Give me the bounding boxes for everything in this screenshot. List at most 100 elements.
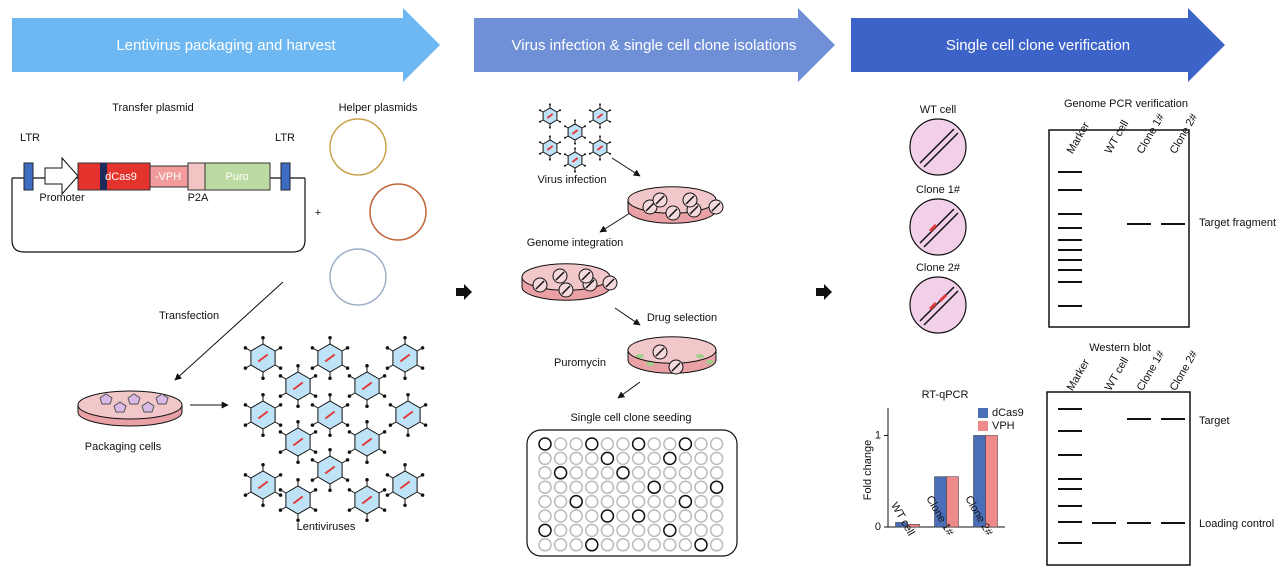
spike-tip <box>243 366 248 370</box>
well <box>647 494 661 509</box>
dna <box>668 208 678 218</box>
well <box>709 437 724 451</box>
step-label: Lentivirus packaging and harvest <box>116 37 336 54</box>
spike-tip <box>420 366 425 370</box>
well <box>694 494 708 509</box>
spike-tip <box>599 135 601 138</box>
spike-tip <box>243 346 248 350</box>
packaging-cell <box>127 393 141 405</box>
well <box>569 538 583 552</box>
well <box>694 480 708 494</box>
spike-tip <box>382 450 387 454</box>
rna <box>361 381 373 391</box>
spike-tip <box>574 170 576 173</box>
lane-label: Marker <box>1065 357 1093 393</box>
label: Western blot <box>1089 342 1151 354</box>
spike-tip <box>328 447 332 452</box>
spike-tip <box>549 158 551 161</box>
well <box>553 494 568 509</box>
well <box>585 538 599 552</box>
spike-tip <box>278 346 283 350</box>
spike-tip <box>584 164 587 167</box>
spike-tip <box>278 423 283 427</box>
well <box>647 466 661 480</box>
dna <box>581 271 591 281</box>
well <box>616 494 630 509</box>
spike-tip <box>403 376 407 381</box>
spike-tip <box>584 125 587 128</box>
well <box>569 437 583 451</box>
spike-tip <box>574 142 576 145</box>
flow-arrow <box>816 284 832 300</box>
well <box>600 538 615 552</box>
dna <box>711 202 721 212</box>
well <box>538 437 552 451</box>
spike-tip <box>403 503 407 508</box>
well <box>616 466 630 480</box>
bar <box>985 435 998 528</box>
spike-tip <box>310 403 315 407</box>
dna <box>555 271 565 281</box>
spike-tip <box>609 152 612 155</box>
spike-tip <box>347 488 352 492</box>
rna <box>361 437 373 447</box>
label: dCas9 <box>105 171 137 183</box>
spike-tip <box>296 419 300 424</box>
well <box>631 523 646 538</box>
spike-tip <box>296 363 300 368</box>
flow-arrow <box>456 284 472 300</box>
well <box>616 451 630 466</box>
well <box>538 538 552 552</box>
well <box>585 437 599 451</box>
spike-tip <box>345 423 350 427</box>
well <box>538 523 552 538</box>
spike-tip <box>538 109 541 112</box>
spike-tip <box>559 109 562 112</box>
dna <box>655 347 665 357</box>
label: Genome PCR verification <box>1064 98 1188 110</box>
spike-tip <box>549 135 551 138</box>
dcas9-box <box>77 162 151 191</box>
rna <box>324 465 336 475</box>
spike-tip <box>278 473 283 477</box>
spike-tip <box>406 392 410 397</box>
helper-plasmid <box>329 118 387 176</box>
spike-tip <box>296 477 300 482</box>
label: Promoter <box>39 192 85 204</box>
dna <box>923 132 959 168</box>
well <box>678 437 693 451</box>
spike-tip <box>278 430 283 434</box>
spike-tip <box>347 394 352 398</box>
label: Single cell clone seeding <box>570 412 691 424</box>
spike-tip <box>278 450 283 454</box>
well <box>538 480 552 494</box>
well <box>647 480 661 494</box>
well <box>694 451 708 466</box>
spike-tip <box>261 335 265 340</box>
label: Drug selection <box>647 312 717 324</box>
well <box>647 523 661 538</box>
well <box>694 509 708 523</box>
well <box>663 466 677 480</box>
puromycin <box>636 354 644 358</box>
dna <box>919 128 955 164</box>
spike-tip <box>278 366 283 370</box>
spike-tip <box>559 152 562 155</box>
spike-tip <box>278 488 283 492</box>
spike-tip <box>278 374 283 378</box>
spike-tip <box>261 376 265 381</box>
lane-label: WT cell <box>1103 118 1132 156</box>
well <box>694 437 708 451</box>
spike-tip <box>385 346 390 350</box>
arrow <box>599 212 631 233</box>
well <box>538 494 552 509</box>
well <box>600 509 615 523</box>
spike-tip <box>345 403 350 407</box>
label: Virus infection <box>538 174 607 186</box>
spike-tip <box>313 430 318 434</box>
well <box>647 509 661 523</box>
spike-tip <box>563 125 566 128</box>
spike-tip <box>423 423 428 427</box>
spike-tip <box>313 450 318 454</box>
well <box>538 451 552 466</box>
